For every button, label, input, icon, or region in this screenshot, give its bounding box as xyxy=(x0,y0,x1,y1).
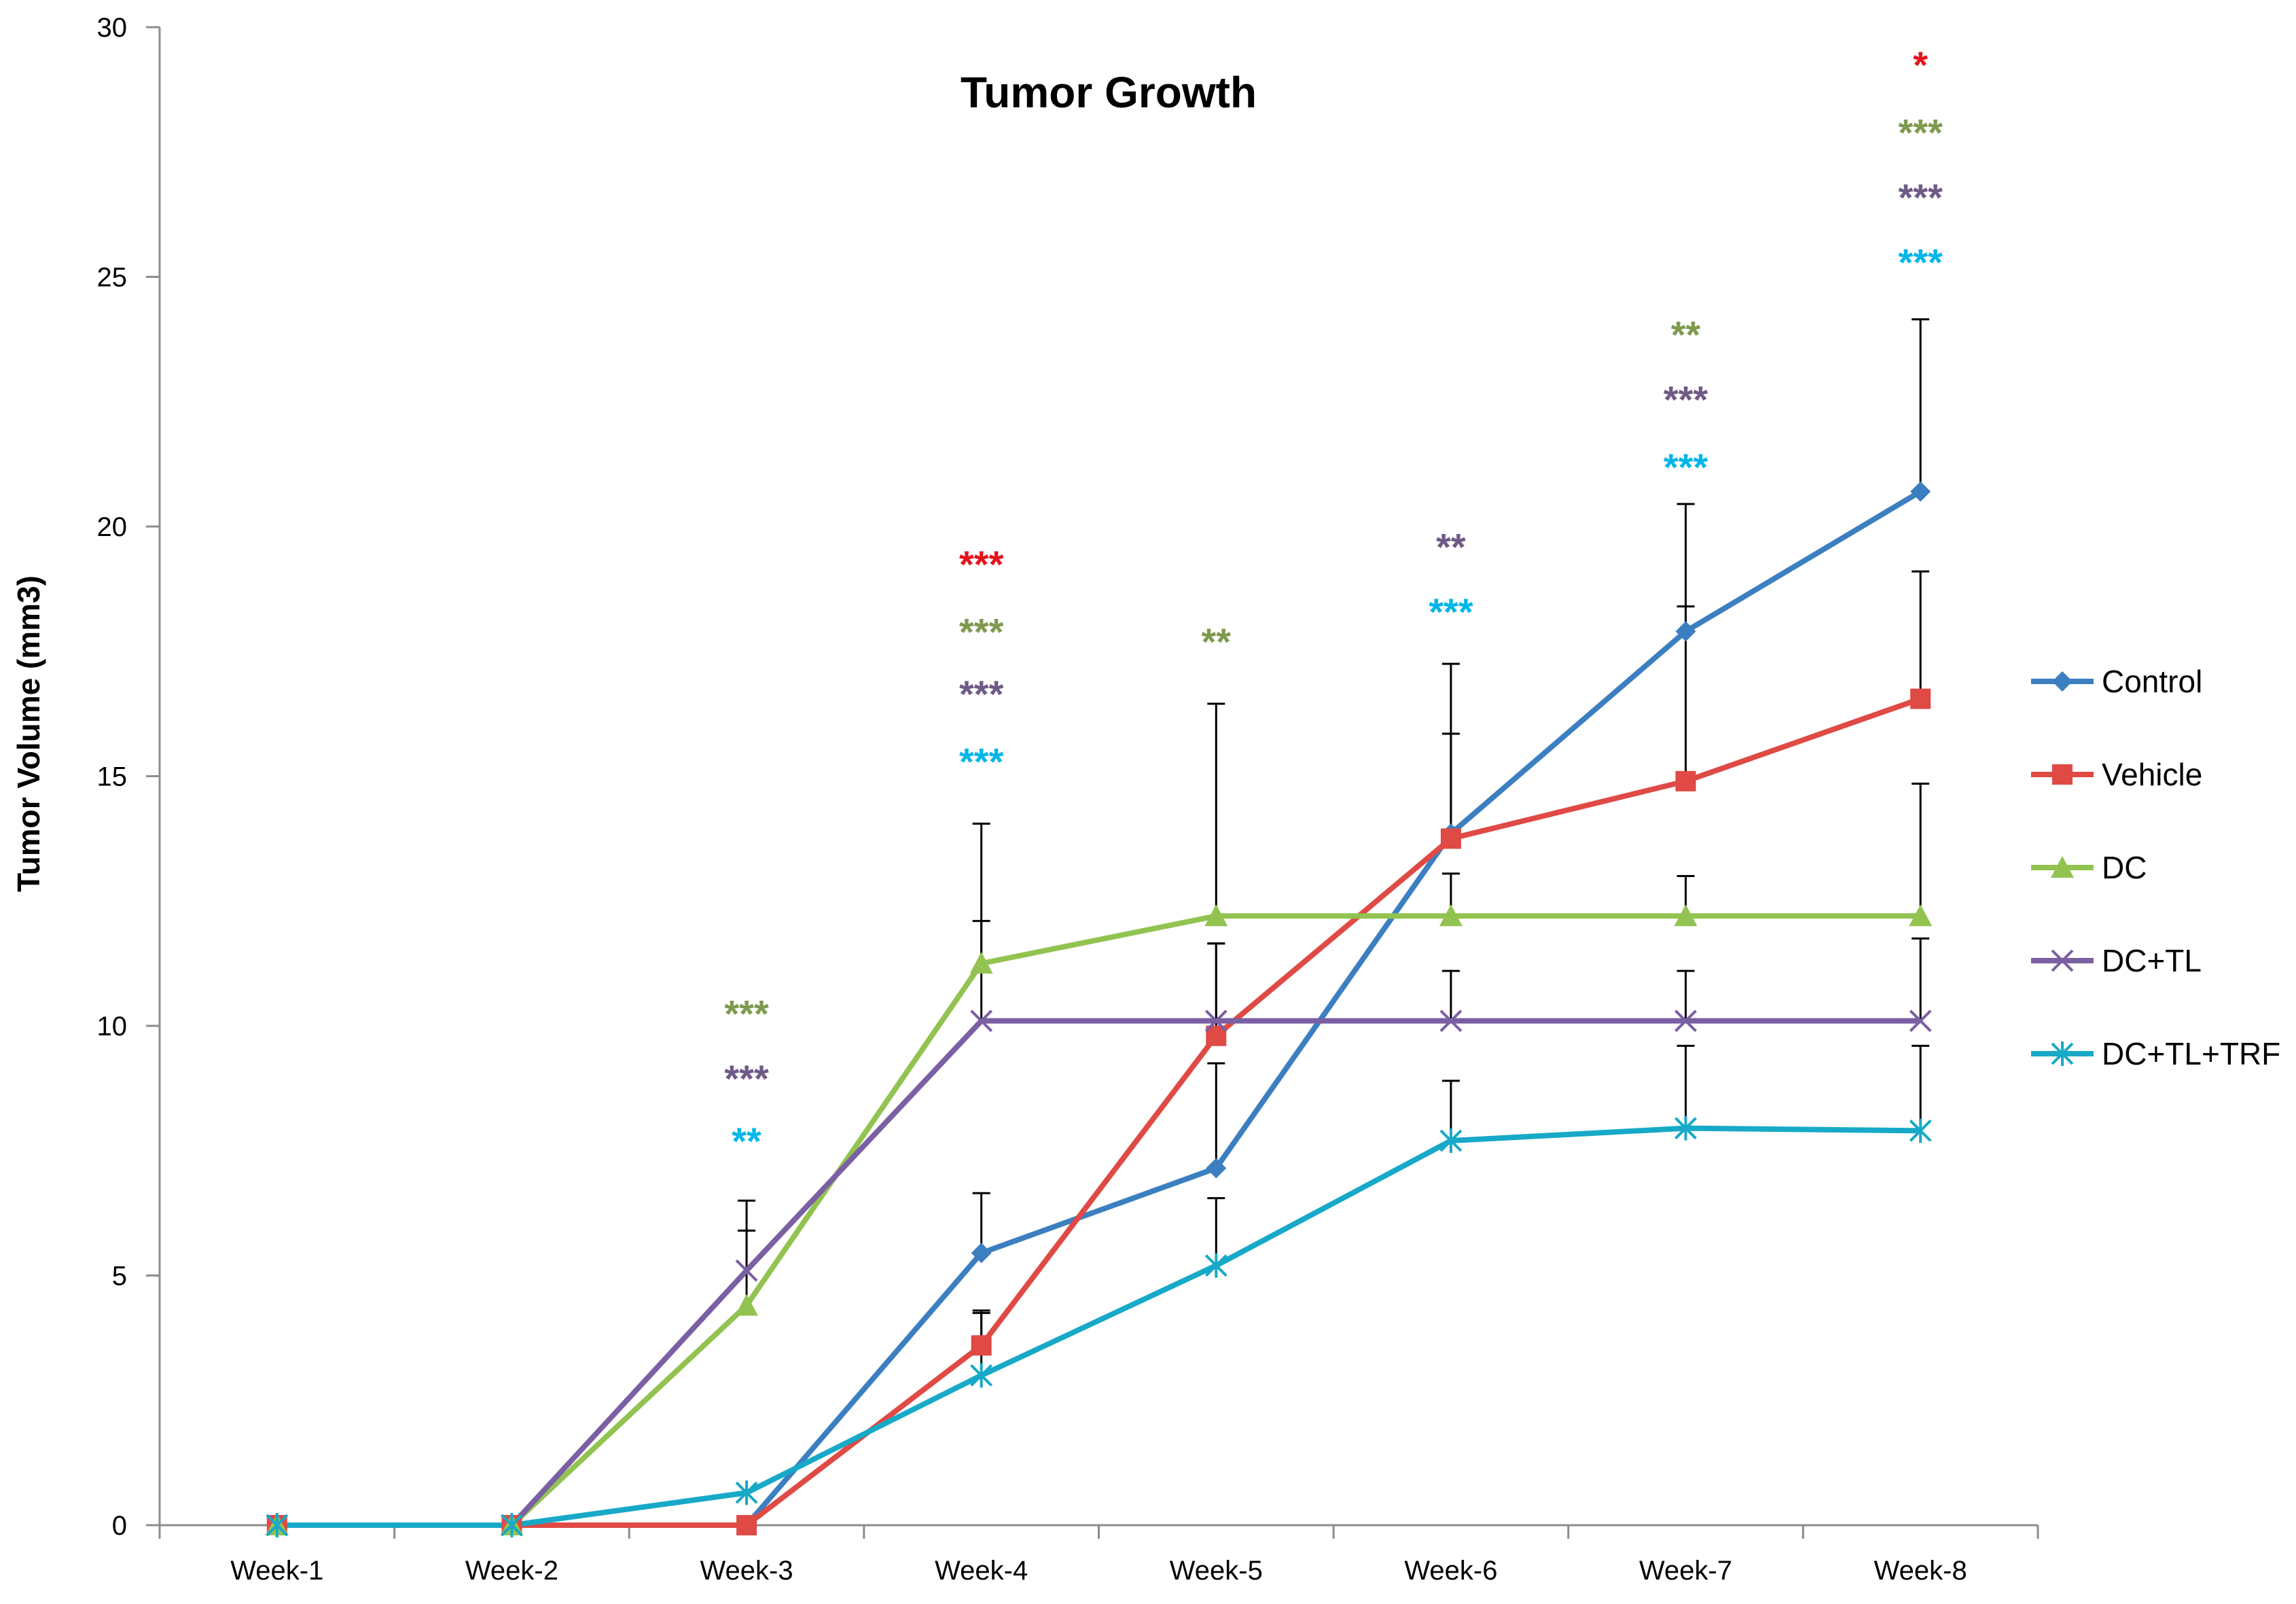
series-line-dc-tl-trf xyxy=(276,1125,1921,1528)
legend: Control Vehicle DC DC+TL DC+TL+TRF xyxy=(2031,664,2280,1071)
x-tick-label: Week-3 xyxy=(700,1556,793,1586)
significance-marker: *** xyxy=(1898,111,1943,154)
x-tick-label: Week-8 xyxy=(1874,1556,1967,1586)
data-point-dc-tl-trf xyxy=(1204,1253,1227,1278)
series-line-control xyxy=(276,489,1922,1528)
data-point-dc xyxy=(1909,904,1933,927)
y-ticks: 0 5 10 15 20 25 30 xyxy=(97,13,160,1541)
x-tick-label: Week-5 xyxy=(1170,1556,1263,1586)
significance-marker: *** xyxy=(959,740,1004,783)
significance-marker: ** xyxy=(732,1120,761,1162)
significance-marker: *** xyxy=(1664,378,1708,421)
significance-marker: *** xyxy=(959,673,1004,715)
legend-label-control: Control xyxy=(2102,664,2202,699)
legend-label-dc-tl: DC+TL xyxy=(2102,943,2202,978)
data-point-dc-tl-trf xyxy=(970,1363,993,1388)
significance-marker: *** xyxy=(1664,446,1708,488)
data-point-control xyxy=(1675,621,1696,642)
data-point-dc-tl-trf xyxy=(1439,1128,1463,1154)
data-point-vehicle xyxy=(1910,688,1931,709)
legend-marker-dc xyxy=(2051,856,2074,878)
data-point-dc xyxy=(1204,904,1228,927)
x-tick-label: Week-7 xyxy=(1639,1556,1732,1586)
x-tick-label: Week-2 xyxy=(465,1556,558,1586)
data-point-dc xyxy=(969,952,993,974)
data-point-dc-tl-trf xyxy=(266,1513,289,1537)
significance-marker: ** xyxy=(1202,620,1232,663)
legend-label-dc-tl-trf: DC+TL+TRF xyxy=(2102,1036,2280,1071)
x-ticks: Week-1 Week-2 Week-3 Week-4 Week-5 Week-6 Week… xyxy=(158,1525,2039,1586)
y-tick-label: 15 xyxy=(97,762,128,792)
significance-marker: ** xyxy=(1436,525,1466,568)
series-markers xyxy=(265,481,1933,1537)
data-point-dc-tl xyxy=(735,1259,758,1282)
series-line-vehicle xyxy=(276,696,1922,1528)
y-tick-label: 5 xyxy=(112,1262,127,1291)
series-line-dc xyxy=(276,913,1921,1528)
chart-title: Tumor Growth xyxy=(961,68,1257,117)
data-point-control xyxy=(1206,1158,1227,1179)
significance-marker: *** xyxy=(1429,590,1473,633)
error-bars xyxy=(738,318,1930,1376)
significance-marker: *** xyxy=(724,993,769,1035)
legend-label-vehicle: Vehicle xyxy=(2102,757,2202,792)
data-point-control xyxy=(1910,481,1931,502)
series-lines xyxy=(276,489,1922,1528)
series-line-dc-tl xyxy=(276,1018,1921,1528)
data-point-dc-tl xyxy=(1204,1010,1227,1033)
data-point-dc-tl xyxy=(1674,1010,1697,1033)
data-point-vehicle xyxy=(1675,770,1696,791)
significance-marker: *** xyxy=(959,610,1004,653)
legend-marker-vehicle xyxy=(2052,764,2073,785)
significance-marker: ** xyxy=(1671,313,1701,356)
significance-annotations: ****************************************… xyxy=(724,43,1943,1162)
y-tick-label: 20 xyxy=(97,512,128,542)
data-point-dc-tl xyxy=(1439,1010,1463,1033)
significance-marker: *** xyxy=(724,1057,769,1100)
legend-marker-dc-tl xyxy=(2051,949,2074,972)
y-tick-label: 30 xyxy=(97,13,128,43)
y-tick-label: 0 xyxy=(112,1511,127,1541)
data-point-dc xyxy=(1439,904,1463,927)
data-point-dc-tl-trf xyxy=(1909,1118,1932,1143)
data-point-dc-tl xyxy=(970,1010,993,1033)
significance-marker: *** xyxy=(1898,240,1943,283)
data-point-vehicle xyxy=(971,1335,992,1356)
significance-marker: *** xyxy=(1898,176,1943,219)
significance-marker: *** xyxy=(959,543,1004,586)
x-tick-label: Week-1 xyxy=(230,1556,323,1586)
data-point-vehicle xyxy=(1440,828,1461,849)
data-point-dc xyxy=(735,1294,759,1316)
data-point-vehicle xyxy=(736,1515,757,1535)
x-tick-label: Week-6 xyxy=(1404,1556,1497,1586)
data-point-dc-tl-trf xyxy=(735,1480,758,1505)
data-point-dc-tl-trf xyxy=(501,1513,523,1537)
data-point-dc-tl-trf xyxy=(1674,1116,1697,1141)
data-point-dc-tl xyxy=(1909,1010,1932,1033)
legend-label-dc: DC xyxy=(2102,850,2147,885)
y-tick-label: 25 xyxy=(97,263,128,293)
significance-marker: * xyxy=(1913,43,1928,86)
y-tick-label: 10 xyxy=(97,1012,128,1041)
data-point-control xyxy=(971,1243,992,1264)
legend-marker-control xyxy=(2052,671,2073,692)
x-tick-label: Week-4 xyxy=(935,1556,1028,1586)
legend-marker-dc-tl-trf xyxy=(2051,1041,2074,1066)
data-point-dc xyxy=(1674,904,1698,927)
y-axis-label: Tumor Volume (mm3) xyxy=(11,575,46,892)
